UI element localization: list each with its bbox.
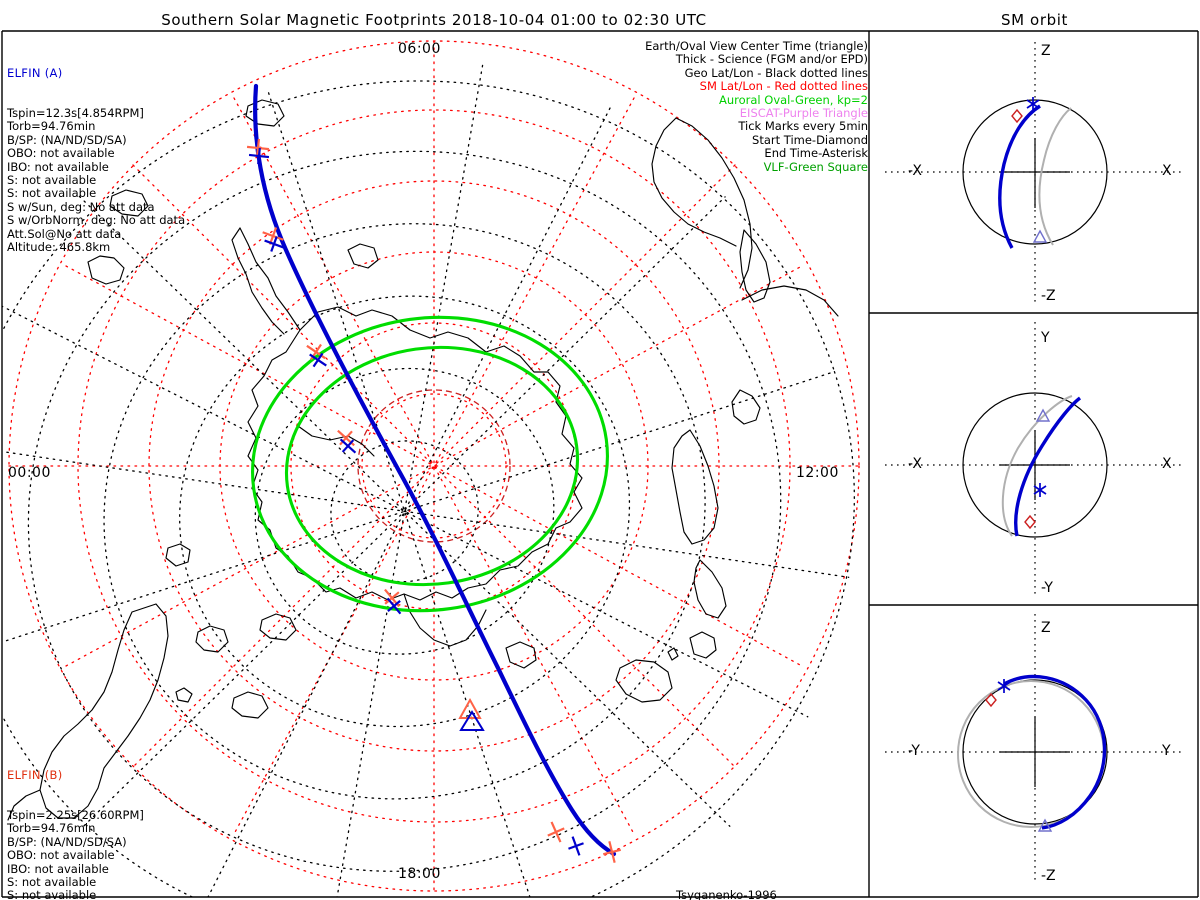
- axis-label-yz-top: Z: [1041, 620, 1051, 636]
- orbit-panel-title: SM orbit: [1001, 11, 1068, 29]
- sm-inner-ring: [357, 389, 511, 543]
- info-line: S w/Sun, deg: No att data: [7, 199, 155, 214]
- elfin-b-info: ELFIN (B) Tspin=2.25s[26.60RPM] Torb=94.7…: [7, 742, 185, 900]
- axis-label-xz-bottom: -Z: [1041, 288, 1056, 304]
- end-asterisk: [997, 679, 1011, 693]
- elfin-a-info: ELFIN (A) Tspin=12.3s[4.854RPM] Torb=94.7…: [7, 40, 185, 281]
- info-line: B/SP: (NA/ND/SD/SA): [7, 834, 127, 849]
- legend-entry: EISCAT-Purple Triangle: [739, 106, 868, 121]
- legend-entry: Auroral Oval-Green, kp=2: [718, 92, 868, 107]
- axis-label-xz-right: X: [1162, 163, 1172, 179]
- legend-entry: Tick Marks every 5min: [738, 119, 868, 134]
- info-line: S: not available: [7, 173, 97, 188]
- start-diamond: [1011, 108, 1023, 124]
- axis-label-xy-bottom: -Y: [1041, 580, 1053, 596]
- mlt-label-12: 12:00: [796, 465, 839, 481]
- orbit-panel-xy: [885, 322, 1184, 596]
- polar-dial: [2, 40, 860, 897]
- legend-entry: End Time-Asterisk: [764, 146, 868, 161]
- end-asterisk: [1026, 97, 1040, 111]
- axis-label-yz-bottom: -Z: [1041, 868, 1056, 884]
- axis-label-xz-top: Z: [1041, 43, 1051, 59]
- elfin-b-lines: Tspin=2.25s[26.60RPM] Torb=94.76min B/SP: …: [7, 808, 185, 900]
- info-line: Tspin=2.25s[26.60RPM]: [7, 808, 144, 823]
- frame-lines: [1, 30, 1199, 898]
- axis-label-xy-right: X: [1162, 456, 1172, 472]
- legend-entry: Geo Lat/Lon - Black dotted lines: [684, 65, 868, 80]
- info-line: IBO: not available: [7, 861, 109, 876]
- info-line: Tspin=12.3s[4.854RPM]: [7, 106, 144, 121]
- end-asterisk: [1033, 483, 1047, 497]
- legend-entry: SM Lat/Lon - Red dotted lines: [699, 79, 868, 94]
- page-title: Southern Solar Magnetic Footprints 2018-…: [161, 11, 707, 29]
- model-credit: Tsyganenko-1996 Created: Sun Jan 29 08:3…: [676, 862, 879, 900]
- info-line: OBO: not available: [7, 146, 115, 161]
- info-line: IBO: not available: [7, 159, 109, 174]
- sm-mlt-spokes: [8, 40, 860, 892]
- start-diamond: [985, 692, 997, 708]
- mlt-label-18: 18:00: [398, 866, 441, 882]
- info-line: S: not available: [7, 875, 97, 890]
- axis-label-xz-left: -X: [908, 163, 922, 179]
- axis-label-xy-top: Y: [1041, 330, 1050, 346]
- legend-entry: VLF-Green Square: [763, 159, 868, 174]
- orbit-panel-xz: [885, 42, 1184, 305]
- view-center-time-markers: [458, 697, 485, 731]
- orbit-panel-yz: [885, 614, 1184, 884]
- elfin-a-header: ELFIN (A): [7, 65, 63, 80]
- axis-label-yz-left: -Y: [908, 743, 920, 759]
- tick-marks: [246, 138, 621, 863]
- start-diamond: [1024, 514, 1036, 530]
- info-line: S w/OrbNorm, deg: No att data: [7, 213, 186, 228]
- plot-legend: Earth/Oval View Center Time (triangle) Th…: [645, 39, 868, 174]
- info-line: Torb=94.76min: [7, 821, 96, 836]
- info-line: B/SP: (NA/ND/SD/SA): [7, 132, 127, 147]
- satellite-track: [253, 83, 617, 857]
- geo-meridians: [2, 64, 850, 897]
- model-name: Tsyganenko-1996: [676, 887, 777, 900]
- info-line: Altitude: 465.8km: [7, 240, 111, 255]
- axis-label-yz-right: Y: [1162, 743, 1171, 759]
- info-line: S: not available: [7, 186, 97, 201]
- info-line: S: not available: [7, 888, 97, 900]
- axis-label-xy-left: -X: [908, 456, 922, 472]
- elfin-a-lines: Tspin=12.3s[4.854RPM] Torb=94.76min B/SP: …: [7, 106, 186, 255]
- info-line: OBO: not available: [7, 848, 115, 863]
- info-line: Torb=94.76min: [7, 119, 96, 134]
- mlt-label-00: 00:00: [8, 465, 51, 481]
- legend-entry: Earth/Oval View Center Time (triangle): [645, 39, 868, 53]
- elfin-b-header: ELFIN (B): [7, 767, 63, 782]
- auroral-oval: [251, 315, 609, 613]
- legend-entry: Start Time-Diamond: [752, 132, 868, 147]
- info-line: Att.Sol@No att data: [7, 226, 122, 241]
- mlt-label-06: 06:00: [398, 41, 441, 57]
- legend-entry: Thick - Science (FGM and/or EPD): [675, 52, 868, 67]
